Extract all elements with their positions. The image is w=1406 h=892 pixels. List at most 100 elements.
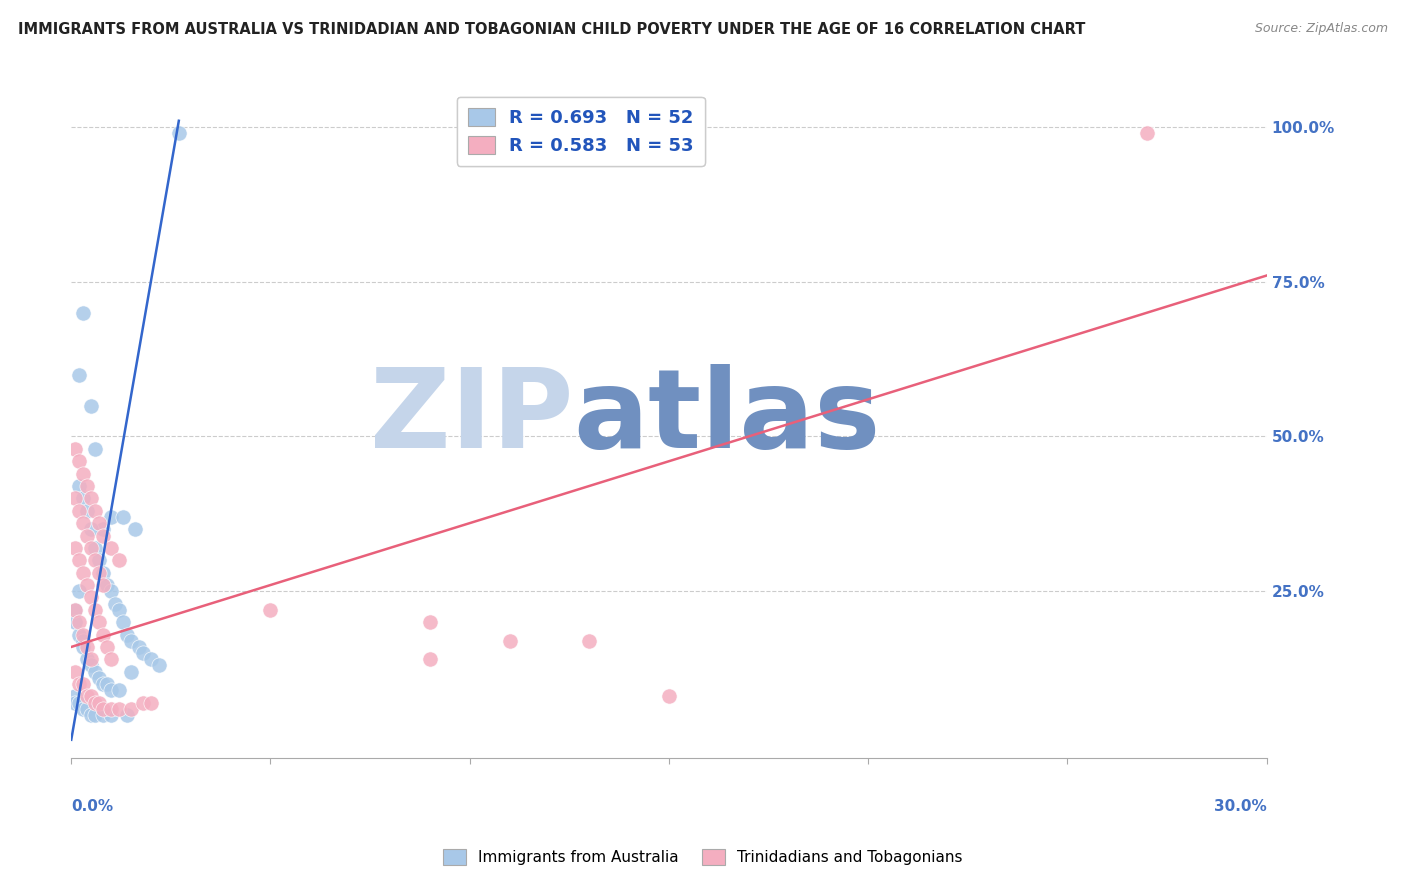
Point (76, 702, 98, 716)
Point (76, 504, 98, 518)
Point (80, 708, 103, 723)
Point (67, 504, 90, 518)
Point (84, 553, 107, 567)
Point (72, 702, 94, 716)
Point (89, 615, 111, 629)
Point (65, 615, 87, 629)
Point (112, 510, 135, 524)
Text: IMMIGRANTS FROM AUSTRALIA VS TRINIDADIAN AND TOBAGONIAN CHILD POVERTY UNDER THE : IMMIGRANTS FROM AUSTRALIA VS TRINIDADIAN… (18, 22, 1085, 37)
Point (120, 702, 142, 716)
Point (65, 690, 87, 704)
Point (167, 126, 190, 140)
Point (80, 399, 103, 413)
Point (76, 528, 98, 542)
Point (89, 516, 111, 530)
Point (72, 627, 94, 641)
Point (112, 615, 135, 629)
Point (84, 442, 107, 456)
Point (108, 603, 131, 617)
Point (104, 597, 127, 611)
Legend: Immigrants from Australia, Trinidadians and Tobagonians: Immigrants from Australia, Trinidadians … (437, 843, 969, 871)
Point (100, 708, 122, 723)
Point (76, 479, 98, 493)
Point (148, 658, 170, 673)
Point (65, 442, 87, 456)
Point (1136, 126, 1159, 140)
Point (76, 640, 98, 654)
Legend: R = 0.693   N = 52, R = 0.583   N = 53: R = 0.693 N = 52, R = 0.583 N = 53 (457, 96, 704, 166)
Point (100, 510, 122, 524)
Point (91, 578, 114, 592)
Point (72, 566, 94, 580)
Point (67, 677, 90, 691)
Point (96, 677, 118, 691)
Point (80, 690, 103, 704)
Point (84, 603, 107, 617)
Point (100, 683, 122, 698)
Point (65, 541, 87, 555)
Point (115, 708, 138, 723)
Point (108, 553, 131, 567)
Point (67, 454, 90, 468)
Point (91, 708, 114, 723)
Point (80, 591, 103, 605)
Point (100, 541, 122, 555)
Point (72, 633, 94, 648)
Text: 0.0%: 0.0% (72, 799, 114, 814)
Point (128, 640, 150, 654)
Point (419, 615, 441, 629)
Point (108, 702, 131, 716)
Point (578, 633, 600, 648)
Point (72, 640, 94, 654)
Point (96, 640, 118, 654)
Point (84, 708, 107, 723)
Text: 30.0%: 30.0% (1213, 799, 1267, 814)
Point (80, 658, 103, 673)
Point (100, 702, 122, 716)
Point (91, 702, 114, 716)
Point (124, 522, 146, 536)
Point (91, 627, 114, 641)
Point (67, 696, 90, 710)
Point (139, 652, 162, 666)
Point (498, 633, 520, 648)
Point (115, 627, 138, 641)
Point (80, 652, 103, 666)
Point (132, 696, 155, 710)
Point (67, 584, 90, 599)
Point (76, 652, 98, 666)
Text: Source: ZipAtlas.com: Source: ZipAtlas.com (1254, 22, 1388, 36)
Point (89, 696, 111, 710)
Point (80, 491, 103, 506)
Point (100, 652, 122, 666)
Point (80, 522, 103, 536)
Text: ZIP: ZIP (370, 365, 574, 471)
Point (139, 696, 162, 710)
Point (120, 633, 142, 648)
Point (65, 696, 87, 710)
Point (259, 603, 281, 617)
Point (65, 603, 87, 617)
Point (72, 516, 94, 530)
Point (419, 652, 441, 666)
Point (67, 368, 90, 382)
Point (65, 491, 87, 506)
Point (65, 603, 87, 617)
Point (89, 553, 111, 567)
Text: atlas: atlas (574, 365, 880, 471)
Point (96, 578, 118, 592)
Point (67, 479, 90, 493)
Point (89, 671, 111, 685)
Point (67, 615, 90, 629)
Point (72, 306, 94, 320)
Point (91, 522, 114, 536)
Point (84, 541, 107, 555)
Point (76, 690, 98, 704)
Point (84, 504, 107, 518)
Point (120, 665, 142, 679)
Point (72, 467, 94, 481)
Point (84, 665, 107, 679)
Point (91, 528, 114, 542)
Point (72, 491, 94, 506)
Point (91, 677, 114, 691)
